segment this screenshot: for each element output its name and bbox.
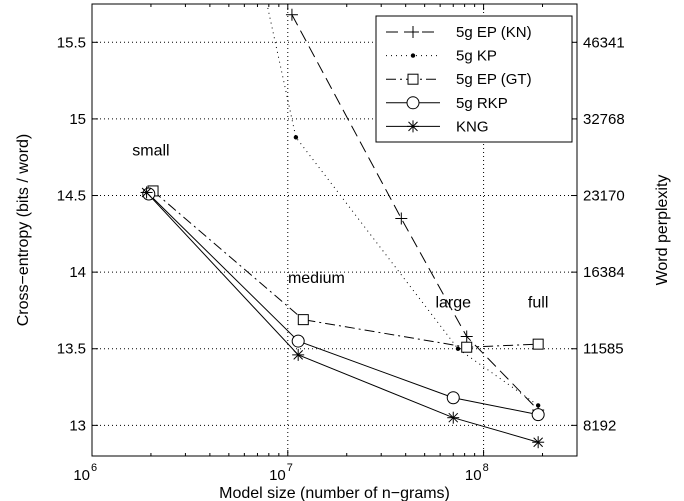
y-axis-title-right: Word perplexity	[654, 175, 671, 286]
y-tick-label: 15	[69, 111, 86, 128]
annotation-label: large	[435, 294, 471, 311]
marker-dot	[293, 135, 299, 140]
marker-plus	[460, 330, 473, 343]
legend-label: 5g EP (GT)	[456, 71, 532, 88]
annotation-label: small	[132, 143, 169, 160]
series-line	[152, 190, 539, 348]
x-tick-exponent: 6	[91, 462, 97, 474]
legend-label: KNG	[456, 118, 489, 135]
marker-square	[297, 314, 309, 326]
series-line	[146, 192, 539, 443]
legend-item: KNG	[386, 118, 489, 135]
legend-item: 5g EP (GT)	[386, 71, 532, 88]
legend-item: 5g EP (KN)	[386, 24, 532, 41]
marker-circle	[446, 391, 460, 405]
marker-dot	[410, 53, 416, 58]
y-right-tick-label: 8192	[583, 417, 616, 434]
marker-asterisk	[532, 436, 545, 449]
legend-item: 5g KP	[386, 48, 497, 65]
y-tick-label: 13.5	[57, 341, 86, 358]
y-tick-label: 15.5	[57, 34, 86, 51]
legend: 5g EP (KN) 5g KP 5g EP (GT) 5g RKP KNG	[375, 15, 573, 143]
marker-circle	[291, 334, 305, 348]
legend-label: 5g EP (KN)	[456, 24, 532, 41]
series-line	[148, 193, 539, 416]
series-3	[142, 187, 545, 422]
y-tick-label: 13	[69, 417, 86, 434]
axis-ticks: 13 13.5 14 14.5 15 15.5 8192 11585 16384 23170 327…	[57, 4, 625, 484]
marker-dot	[535, 403, 541, 408]
x-tick-label: 10	[73, 467, 90, 484]
y-tick-label: 14.5	[57, 188, 86, 205]
point-annotations: small medium large full	[132, 143, 548, 312]
y-right-tick-label: 23170	[583, 188, 625, 205]
marker-plus	[407, 26, 419, 38]
marker-asterisk	[447, 411, 460, 424]
x-tick-exponent: 7	[287, 462, 293, 474]
marker-plus	[285, 8, 298, 21]
marker-square	[407, 73, 419, 85]
marker-asterisk	[140, 186, 153, 199]
plot-series	[140, 4, 545, 449]
series-2	[147, 185, 544, 353]
series-line	[266, 4, 539, 406]
y-tick-label: 14	[69, 264, 86, 281]
series-1	[266, 4, 541, 408]
marker-square	[532, 338, 544, 350]
marker-asterisk	[292, 348, 305, 361]
y-right-tick-label: 32768	[583, 111, 625, 128]
y-axis-title-left: Cross−entropy (bits / word)	[15, 134, 32, 327]
series-line	[291, 14, 539, 411]
x-tick-exponent: 8	[483, 462, 489, 474]
marker-circle	[531, 408, 545, 422]
y-right-tick-label: 16384	[583, 264, 625, 281]
marker-dot	[455, 346, 461, 351]
legend-label: 5g RKP	[456, 95, 508, 112]
annotation-label: medium	[288, 270, 345, 287]
y-right-tick-label: 46341	[583, 34, 625, 51]
x-axis-title: Model size (number of n−grams)	[219, 485, 450, 501]
y-right-tick-label: 11585	[583, 341, 624, 358]
marker-plus	[395, 212, 408, 225]
x-tick-label: 10	[465, 467, 482, 484]
x-tick-label: 10	[269, 467, 286, 484]
annotation-label: full	[528, 294, 548, 311]
legend-label: 5g KP	[456, 48, 497, 65]
plot-frame	[91, 3, 578, 457]
marker-square	[461, 341, 473, 353]
legend-item: 5g RKP	[386, 95, 508, 112]
marker-circle	[406, 96, 420, 110]
marker-asterisk	[407, 120, 419, 133]
series-4	[140, 186, 545, 449]
